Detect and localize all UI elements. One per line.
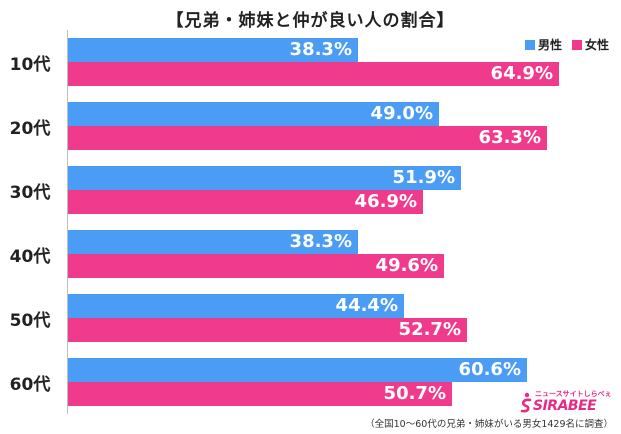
category-label: 30代 [9,183,51,203]
chart-title: 【兄弟・姉妹と仲が良い人の割合】 [166,11,455,31]
data-label-male: 44.4% [335,295,398,316]
bar-female [68,254,444,278]
data-label-male: 38.3% [289,39,352,60]
bar-female [68,62,559,86]
bar-male [68,166,461,190]
category-label: 40代 [9,247,51,267]
data-label-male: 51.9% [392,167,455,188]
data-label-male: 60.6% [458,359,521,380]
survey-footnote: （全国10～60代の兄弟・姉妹がいる男女1429名に調査） [365,419,613,430]
bar-male [68,102,439,126]
legend-item-male: 男性 [524,36,562,53]
bar-male [68,294,404,318]
bar-female [68,318,467,342]
category-label: 20代 [9,119,51,139]
category-label: 10代 [9,55,51,75]
logo-subtitle: ニュースサイトしらべぇ [535,390,612,398]
category-label: 50代 [9,311,51,331]
logo-wordmark: SIRABEE [533,398,597,414]
data-label-female: 46.9% [354,191,417,212]
bar-male [68,38,358,62]
data-label-male: 49.0% [370,103,433,124]
data-label-male: 38.3% [289,231,352,252]
bar-female [68,382,452,406]
category-axis-line [67,30,68,414]
bar-female [68,126,547,150]
logo-mark-icon [520,392,532,413]
bar-female [68,190,423,214]
data-label-female: 63.3% [478,127,541,148]
bar-male [68,230,358,254]
data-label-female: 49.6% [375,255,438,276]
data-label-female: 64.9% [490,63,553,84]
legend: 男性 女性 [520,34,613,55]
data-label-female: 50.7% [383,383,446,404]
category-label: 60代 [9,375,51,395]
legend-swatch-male [524,39,535,50]
legend-swatch-female [571,39,582,50]
legend-label-female: 女性 [584,38,609,52]
legend-label-male: 男性 [537,38,562,52]
sirabee-logo: ニュースサイトしらべぇ SIRABEE [519,388,615,416]
data-label-female: 52.7% [398,319,461,340]
bar-male [68,358,527,382]
legend-item-female: 女性 [571,36,609,53]
